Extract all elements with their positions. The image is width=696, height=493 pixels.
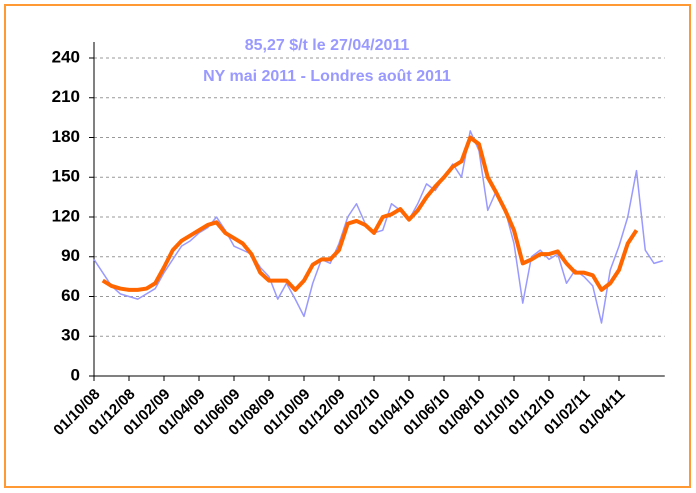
y-tick-label: 180 [52, 127, 80, 146]
y-tick-label: 210 [52, 87, 80, 106]
y-tick-label: 0 [71, 365, 80, 384]
chart-title: 85,27 $/t le 27/04/2011 [245, 37, 410, 54]
y-tick-label: 240 [52, 47, 80, 66]
y-tick-label: 120 [52, 206, 80, 225]
chart-subtitle: NY mai 2011 - Londres août 2011 [203, 68, 451, 85]
y-tick-label: 90 [61, 246, 80, 265]
y-tick-label: 150 [52, 167, 80, 186]
chart-border [4, 4, 691, 488]
series-line [101, 135, 639, 292]
series-line [93, 130, 663, 324]
y-tick-label: 30 [61, 326, 80, 345]
y-tick-label: 60 [61, 286, 80, 305]
